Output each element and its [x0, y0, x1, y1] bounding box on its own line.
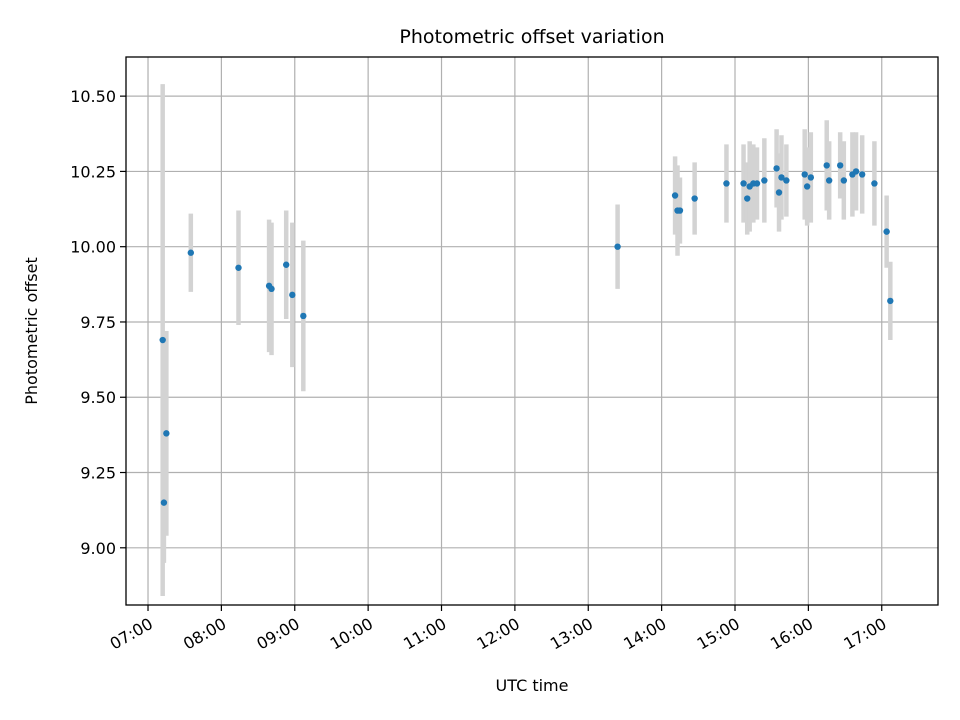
- x-tick-label: 08:00: [180, 614, 229, 654]
- data-point: [163, 430, 170, 437]
- data-point: [671, 192, 679, 199]
- data-point: [858, 171, 866, 178]
- y-tick-label: 10.25: [70, 162, 116, 181]
- x-tick-label: 09:00: [253, 614, 302, 654]
- chart-title: Photometric offset variation: [399, 26, 664, 48]
- data-point: [691, 195, 698, 202]
- data-point: [778, 174, 785, 181]
- y-tick-label: 9.75: [80, 313, 116, 332]
- grid: [126, 57, 938, 605]
- data-point: [823, 162, 830, 169]
- x-tick-label: 11:00: [400, 614, 449, 654]
- x-tick-label: 13:00: [547, 614, 596, 654]
- data-point: [268, 285, 275, 293]
- x-tick-label: 14:00: [620, 614, 669, 654]
- data-point: [614, 243, 621, 250]
- data-point: [289, 291, 296, 299]
- data-point: [300, 312, 307, 320]
- x-tick-label: 12:00: [473, 614, 522, 654]
- y-tick-label: 10.00: [70, 238, 116, 257]
- data-point: [187, 249, 195, 256]
- y-axis: 9.00 9.25 9.50 9.75 10.00 10.25 10.50: [70, 87, 126, 558]
- y-tick-label: 9.50: [80, 388, 116, 407]
- y-tick-label: 10.50: [70, 87, 116, 106]
- errorbar-layer: [160, 84, 893, 596]
- data-point: [887, 297, 894, 305]
- data-point: [803, 183, 811, 190]
- y-tick-label: 9.00: [80, 539, 116, 558]
- data-point: [282, 261, 290, 268]
- x-tick-label: 15:00: [694, 614, 743, 654]
- y-axis-label: Photometric offset: [22, 257, 41, 405]
- data-point: [159, 336, 166, 344]
- x-tick-label: 07:00: [107, 614, 156, 654]
- data-point: [852, 168, 860, 175]
- x-axis-label: UTC time: [496, 676, 569, 695]
- data-point: [807, 174, 815, 181]
- y-tick-label: 9.25: [80, 464, 116, 483]
- x-axis: 07:00 08:00 09:00 10:00 11:00 12:00 13:00 14:00…: [107, 605, 890, 654]
- data-point: [773, 165, 780, 172]
- data-point: [775, 189, 783, 196]
- plot-frame: [125, 56, 939, 606]
- data-point: [235, 264, 242, 271]
- x-tick-label: 16:00: [767, 614, 816, 654]
- data-point: [761, 177, 768, 184]
- marker-layer: [159, 162, 894, 506]
- x-tick-label: 10:00: [327, 614, 376, 654]
- x-tick-label: 17:00: [840, 614, 889, 654]
- data-point: [825, 177, 833, 184]
- data-point: [783, 177, 790, 184]
- data-point: [840, 177, 848, 184]
- data-point: [744, 195, 751, 202]
- data-point: [871, 180, 878, 187]
- data-point: [676, 207, 684, 214]
- data-point: [883, 228, 890, 235]
- data-point: [740, 180, 747, 187]
- data-point: [836, 162, 844, 169]
- data-point: [753, 180, 761, 187]
- data-point: [723, 180, 730, 187]
- data-point: [801, 171, 808, 178]
- data-point: [160, 499, 168, 506]
